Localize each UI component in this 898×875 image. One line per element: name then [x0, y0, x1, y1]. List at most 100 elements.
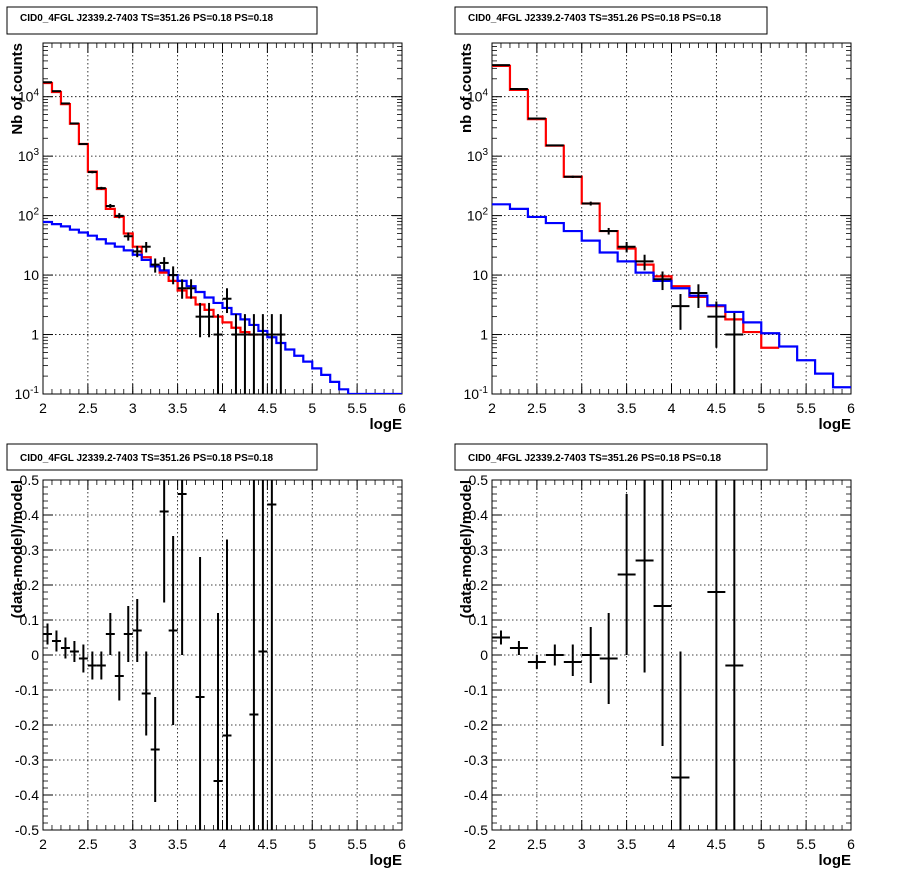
data-point	[132, 245, 142, 258]
y-axis-title: (data-model)/model	[458, 480, 475, 618]
x-tick-label: 4.5	[707, 400, 727, 416]
y-tick-label: 102	[467, 207, 489, 224]
y-tick-label: 0.1	[469, 612, 489, 628]
data-point	[527, 117, 546, 120]
x-tick-label: 4	[219, 836, 227, 852]
plot-title: CID0_4FGL J2339.2-7403 TS=351.26 PS=0.18…	[468, 453, 721, 464]
x-tick-label: 6	[398, 400, 406, 416]
y-tick-label: -0.2	[15, 717, 39, 733]
x-tick-label: 6	[398, 836, 406, 852]
y-tick-label: 103	[467, 147, 489, 164]
y-tick-label: 0	[31, 647, 39, 663]
y-tick-label: 10-1	[464, 385, 489, 402]
data-point	[617, 494, 636, 655]
data-point	[195, 557, 205, 830]
x-tick-label: 5.5	[347, 836, 367, 852]
data-point	[599, 227, 618, 235]
data-point	[204, 302, 214, 338]
data-point	[492, 630, 510, 645]
data-point	[707, 301, 726, 348]
data-point	[177, 480, 187, 655]
x-tick-label: 2.5	[78, 400, 98, 416]
x-tick-label: 2	[39, 400, 47, 416]
x-tick-label: 3	[129, 836, 137, 852]
y-tick-label: 0.4	[469, 507, 489, 523]
plot-title-box	[454, 443, 768, 471]
x-tick-label: 4	[668, 836, 676, 852]
y-tick-label: 0.1	[20, 612, 40, 628]
y-tick-label: 0.5	[469, 472, 489, 488]
data-point	[707, 480, 726, 830]
x-tick-label: 5	[757, 836, 765, 852]
y-tick-label: 0.2	[469, 577, 489, 593]
data-point	[87, 651, 97, 680]
data-point	[51, 630, 61, 652]
data-point	[168, 266, 178, 285]
y-tick-label: 102	[18, 207, 40, 224]
plot-title-box	[6, 6, 318, 35]
x-tick-label: 3.5	[168, 400, 188, 416]
y-tick-label: -0.4	[15, 787, 39, 803]
data-point	[653, 271, 672, 291]
x-tick-label: 4.5	[258, 400, 278, 416]
y-tick-label: -0.2	[464, 717, 488, 733]
y-tick-label: -0.1	[15, 682, 39, 698]
data-point	[141, 242, 151, 253]
data-point	[60, 637, 70, 659]
y-axis-title: Nb of counts	[9, 43, 26, 135]
y-tick-label: 104	[467, 88, 489, 105]
x-tick-label: 4.5	[258, 836, 278, 852]
data-point	[114, 213, 124, 219]
data-point	[213, 314, 223, 394]
x-axis-title: logE	[819, 852, 852, 869]
x-tick-label: 2.5	[527, 400, 547, 416]
x-tick-label: 2	[488, 400, 496, 416]
data-point	[545, 144, 564, 147]
plot-area	[43, 81, 402, 394]
x-tick-label: 2	[39, 836, 47, 852]
plot-area	[492, 64, 851, 394]
x-tick-label: 6	[847, 400, 855, 416]
data-point	[141, 651, 151, 736]
data-point	[78, 143, 88, 146]
y-tick-label: 10-1	[15, 385, 40, 402]
x-tick-label: 4	[668, 400, 676, 416]
plot-title: CID0_4FGL J2339.2-7403 TS=351.26 PS=0.18…	[20, 13, 273, 24]
x-tick-label: 5.5	[347, 400, 367, 416]
data-point	[689, 284, 708, 308]
y-tick-label: 0.4	[20, 507, 40, 523]
y-tick-label: -0.3	[15, 752, 39, 768]
data-point	[258, 314, 268, 394]
data-point	[653, 480, 672, 746]
x-tick-label: 3.5	[168, 836, 188, 852]
plot-title-box	[6, 443, 318, 471]
data-point	[222, 288, 232, 314]
y-axis-title: (data-model)/model	[9, 480, 26, 618]
data-point	[114, 651, 124, 701]
x-tick-label: 2.5	[527, 836, 547, 852]
data-point	[60, 102, 70, 105]
data-point	[581, 201, 600, 206]
y-tick-label: -0.5	[15, 822, 39, 838]
data-point	[105, 203, 115, 208]
data-point	[186, 279, 196, 299]
y-tick-label: 0.5	[20, 472, 40, 488]
histogram-series-red	[492, 64, 780, 349]
x-axis-title: logE	[370, 852, 403, 869]
data-point	[132, 599, 142, 662]
data-point	[581, 627, 600, 683]
plot-panel-4: CID0_4FGL J2339.2-7403 TS=351.26 PS=0.18…	[454, 443, 855, 869]
data-point	[509, 641, 528, 655]
plot-title-box	[454, 6, 768, 35]
y-tick-label: -0.4	[464, 787, 488, 803]
data-point	[725, 480, 744, 830]
data-point	[240, 314, 250, 394]
plot-panel-3: CID0_4FGL J2339.2-7403 TS=351.26 PS=0.18…	[6, 443, 406, 869]
data-point	[249, 314, 259, 394]
data-point	[87, 170, 97, 174]
data-point	[258, 480, 268, 830]
data-point	[96, 651, 106, 680]
x-tick-label: 5	[308, 400, 316, 416]
data-point	[545, 644, 564, 666]
